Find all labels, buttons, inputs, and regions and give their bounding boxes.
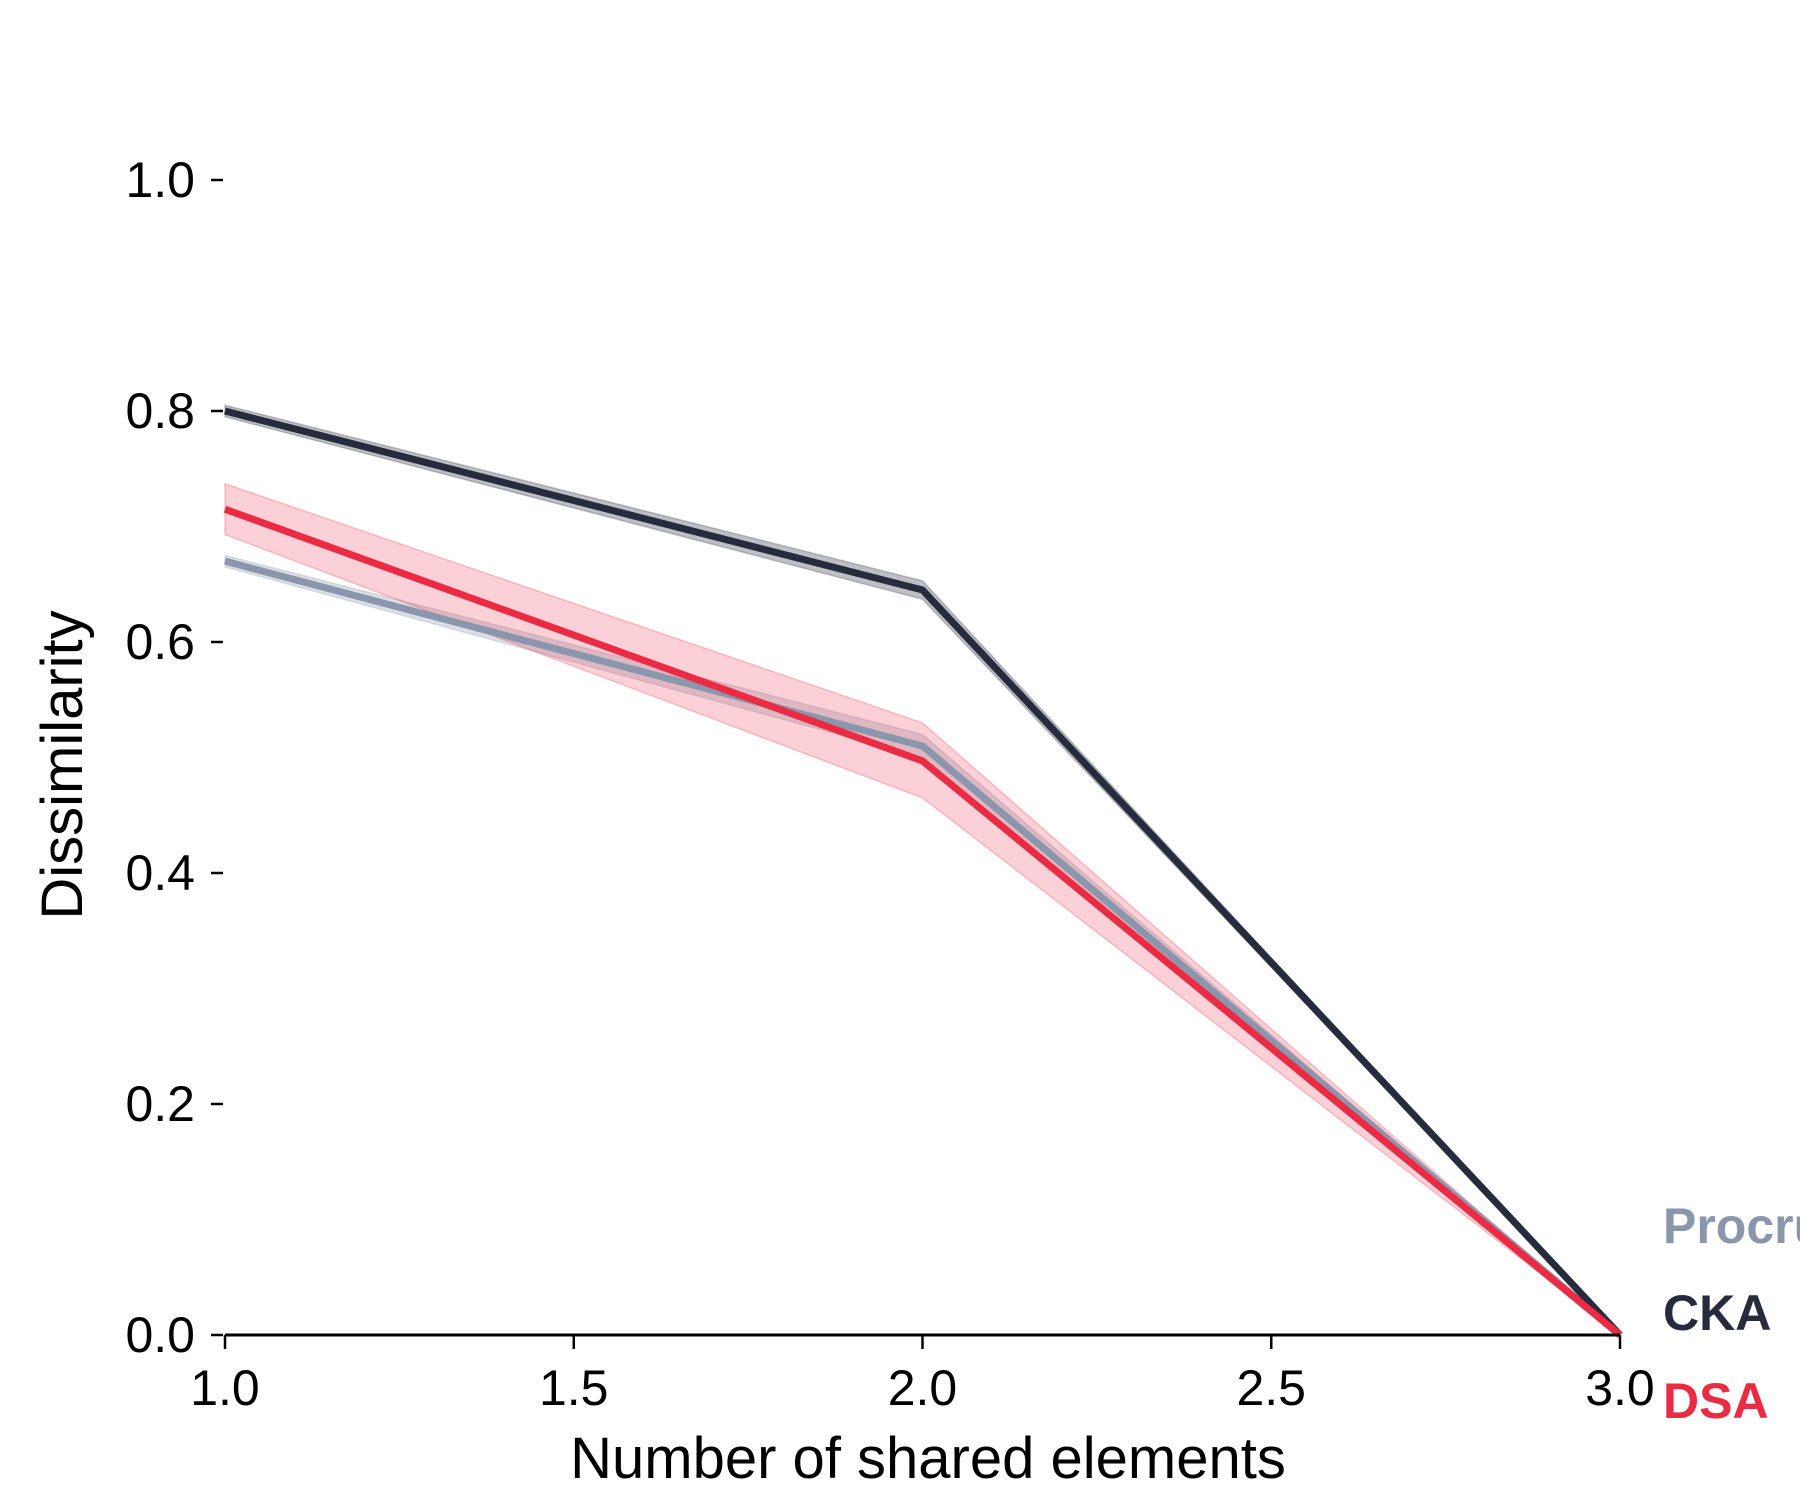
series-line-cka xyxy=(224,407,1623,1338)
series-line-dsa xyxy=(223,505,1623,1338)
y-tick-label: 0.2 xyxy=(125,1076,195,1132)
x-tick-label: 2.5 xyxy=(1236,1360,1306,1416)
legend: Procrustes CKA DSA xyxy=(1663,1198,1800,1429)
y-tick-label: 0.8 xyxy=(125,383,195,439)
band-procrustes xyxy=(224,554,1621,1336)
band-cka xyxy=(224,404,1621,1336)
confidence-bands xyxy=(224,404,1621,1336)
x-tick-label: 1.5 xyxy=(539,1360,609,1416)
x-axis-title: Number of shared elements xyxy=(570,1426,1286,1491)
legend-label-dsa: DSA xyxy=(1663,1373,1769,1429)
y-tick-label: 0.0 xyxy=(125,1307,195,1363)
legend-label-procrustes: Procrustes xyxy=(1663,1198,1800,1254)
y-axis-title: Dissimilarity xyxy=(30,610,95,919)
y-tick-label: 1.0 xyxy=(125,152,195,208)
axes: 1.0 1.5 2.0 2.5 3.0 0.0 0.2 0.4 0.6 0.8 1.0 xyxy=(125,152,1654,1416)
series-line-procrustes xyxy=(224,557,1623,1338)
x-tick-label: 1.0 xyxy=(190,1360,260,1416)
x-tick-label: 2.0 xyxy=(888,1360,958,1416)
series-lines xyxy=(223,407,1623,1338)
y-tick-label: 0.6 xyxy=(125,614,195,670)
y-tick-label: 0.4 xyxy=(125,845,195,901)
x-tick-label: 3.0 xyxy=(1585,1360,1655,1416)
legend-label-cka: CKA xyxy=(1663,1285,1771,1341)
band-dsa xyxy=(224,482,1621,1336)
